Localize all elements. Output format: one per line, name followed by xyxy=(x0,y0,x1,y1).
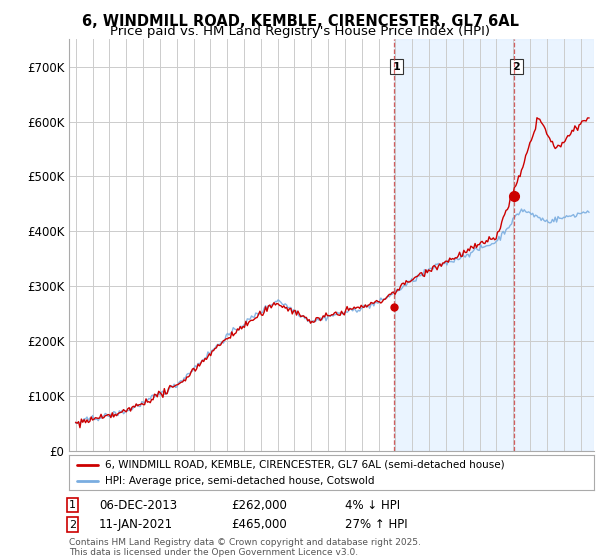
Text: 1: 1 xyxy=(393,62,400,72)
Text: 27% ↑ HPI: 27% ↑ HPI xyxy=(345,518,407,531)
Text: 6, WINDMILL ROAD, KEMBLE, CIRENCESTER, GL7 6AL: 6, WINDMILL ROAD, KEMBLE, CIRENCESTER, G… xyxy=(82,14,518,29)
Text: £262,000: £262,000 xyxy=(231,498,287,512)
Text: £465,000: £465,000 xyxy=(231,518,287,531)
Text: 2: 2 xyxy=(69,520,76,530)
Text: 6, WINDMILL ROAD, KEMBLE, CIRENCESTER, GL7 6AL (semi-detached house): 6, WINDMILL ROAD, KEMBLE, CIRENCESTER, G… xyxy=(105,460,505,470)
Text: 06-DEC-2013: 06-DEC-2013 xyxy=(99,498,177,512)
Text: 2: 2 xyxy=(512,62,520,72)
Text: 1: 1 xyxy=(69,500,76,510)
Bar xyxy=(394,39,594,451)
Text: 4% ↓ HPI: 4% ↓ HPI xyxy=(345,498,400,512)
Text: Price paid vs. HM Land Registry's House Price Index (HPI): Price paid vs. HM Land Registry's House … xyxy=(110,25,490,38)
Text: Contains HM Land Registry data © Crown copyright and database right 2025.
This d: Contains HM Land Registry data © Crown c… xyxy=(69,538,421,557)
Text: 11-JAN-2021: 11-JAN-2021 xyxy=(99,518,173,531)
Text: HPI: Average price, semi-detached house, Cotswold: HPI: Average price, semi-detached house,… xyxy=(105,475,374,486)
